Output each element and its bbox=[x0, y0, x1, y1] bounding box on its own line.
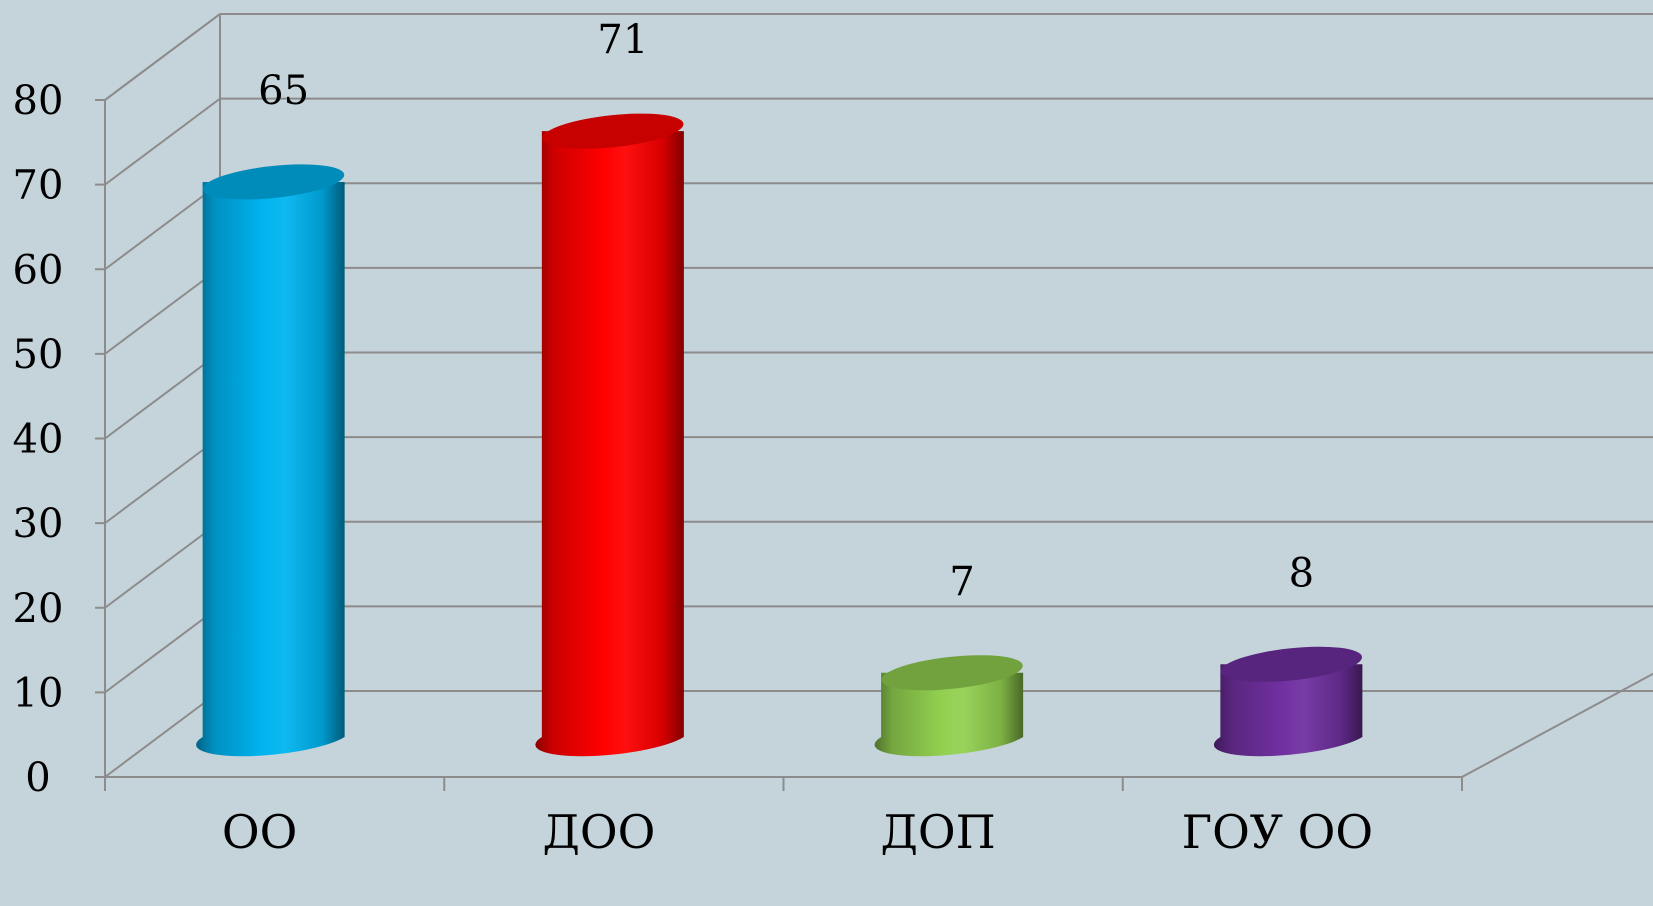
bar-1 bbox=[196, 164, 345, 757]
data-label: 65 bbox=[258, 68, 309, 114]
bar-body bbox=[196, 181, 345, 757]
gridline-side bbox=[104, 182, 221, 271]
gridline-side bbox=[104, 267, 221, 355]
gridline-side bbox=[104, 520, 221, 609]
axes bbox=[95, 99, 1653, 791]
bar-body bbox=[874, 672, 1024, 757]
grid bbox=[104, 13, 1653, 778]
bar-top bbox=[202, 164, 345, 200]
bar-4 bbox=[1213, 646, 1363, 757]
gridline-side bbox=[104, 436, 221, 524]
data-label: 8 bbox=[1289, 550, 1314, 596]
gridline-side bbox=[104, 97, 221, 186]
category-label: ДОО bbox=[542, 805, 655, 859]
y-tick-label: 30 bbox=[13, 501, 64, 547]
data-label: 71 bbox=[597, 17, 648, 63]
floor-edge bbox=[1461, 672, 1653, 778]
gridline-side bbox=[104, 351, 221, 440]
bar-3 bbox=[874, 655, 1024, 757]
bar-top bbox=[1220, 646, 1363, 682]
bar-top bbox=[542, 113, 684, 149]
y-tick-label: 0 bbox=[25, 755, 50, 801]
y-tick-label: 50 bbox=[13, 332, 64, 378]
bar-top bbox=[881, 655, 1023, 691]
data-label: 7 bbox=[949, 559, 974, 605]
gridline-side bbox=[104, 605, 221, 694]
y-tick-label: 80 bbox=[13, 78, 64, 124]
gridline-side bbox=[104, 13, 221, 101]
bar-body bbox=[535, 131, 684, 757]
bars bbox=[196, 113, 1363, 757]
category-label: ДОП bbox=[881, 805, 996, 859]
y-tick-label: 40 bbox=[13, 417, 64, 463]
bar-body bbox=[1213, 664, 1363, 757]
labels: 0 10 20 30 40 50 60 70 80 65 ОО 71 ДОО 7 ДОП 8 ГОУ ОО bbox=[13, 17, 1374, 859]
y-tick-label: 60 bbox=[13, 247, 64, 293]
bar-2 bbox=[535, 113, 684, 757]
category-label: ГОУ ОО bbox=[1182, 805, 1373, 859]
category-label: ОО bbox=[222, 805, 297, 859]
y-tick-label: 70 bbox=[13, 163, 64, 209]
y-tick-label: 10 bbox=[13, 670, 64, 716]
gridline-side bbox=[104, 690, 221, 778]
y-tick-label: 20 bbox=[13, 586, 64, 632]
